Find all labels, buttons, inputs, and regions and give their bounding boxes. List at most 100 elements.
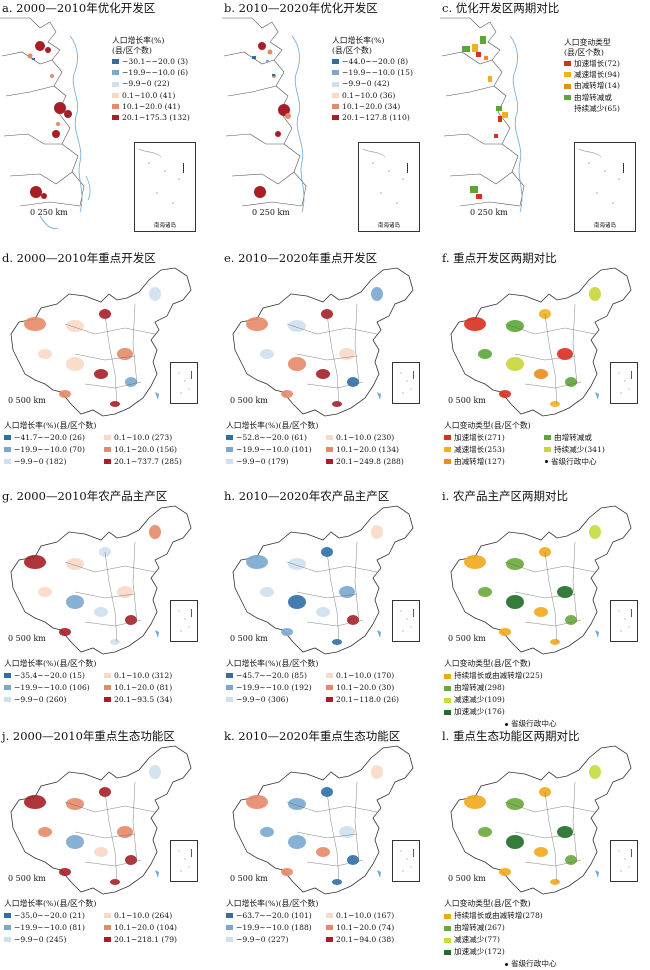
legend-swatch [444,925,451,931]
panel-title: l. 重点生态功能区两期对比 [442,729,580,743]
scale-bar: 0 500 km [448,634,486,643]
legend-swatch [444,673,451,679]
region [506,798,524,810]
legend-item: −9.9~0 (306) [236,695,289,704]
scale-label: 500 km [15,874,46,883]
inset-map [610,362,638,404]
region [66,798,84,810]
legend-swatch [104,925,111,930]
region [506,320,524,332]
legend-swatch [104,435,111,440]
legend-item: 由减转增(127) [454,457,505,466]
legend-item: 减速减少(109) [454,695,505,704]
map-f [450,267,632,417]
legend-title: 人口变动类型 (县/区个数) [564,38,611,57]
region [149,525,161,539]
region [24,795,46,809]
legend-item: 20.1~175.3 (132) [122,113,190,123]
region [110,639,120,645]
scale-label: 250 km [259,208,290,217]
legend-swatch [444,435,451,440]
region [288,595,306,609]
legend-swatch [226,447,233,452]
legend-item: 减速减少(77) [454,935,500,944]
legend-item: 由增转减(267) [454,923,505,932]
map-d [10,267,192,417]
panel-title: a. 2000—2010年优化开发区 [2,1,156,15]
legend-swatch [112,81,119,87]
legend-swatch [326,673,333,678]
legend: 人口变动类型(县/区个数) 持续增长或由减转增(225) 由增转减(298) 减速减少… [444,658,557,730]
legend-item: −19.9~−10.0 (101) [236,445,312,454]
legend-title: 人口增长率(%) (县/区个数) [332,36,385,55]
map-j [10,745,192,895]
legend-swatch [444,447,451,452]
region [110,401,120,407]
region [589,765,601,779]
legend-swatch [444,949,451,955]
legend: 人口增长率(%)(县/区个数) −35.0~−20.0 (21) 0.1~10.0 … [4,898,214,945]
region [59,628,71,636]
region [347,377,359,387]
scale-bar: 0 500 km [8,634,46,643]
legend-item: 加速减少(172) [454,947,505,956]
legend-swatch [332,81,339,87]
legend-title: 人口增长率(%)(县/区个数) [226,659,319,668]
inset-label: 南海诸岛 [593,223,616,229]
capital-dot-icon [545,460,548,463]
scale-label: 500 km [455,874,486,883]
scale-bar: 0 500 km [230,396,268,405]
legend-item: 0.1~10.0 (36) [342,90,396,100]
map-e-regions [246,287,383,407]
inset-map [170,840,198,882]
legend-item: −63.7~−20.0 (101) [236,911,312,920]
legend-item: 0.1~10.0 (264) [114,911,173,920]
legend-swatch [226,685,233,690]
scale-label: 250 km [37,208,68,217]
panel-h: h. 2010—2020年农产品主产区 0 500 km 人口增长率(%)(县/区个… [222,488,432,726]
legend-item: 20.1~249.8 (288) [336,457,404,466]
region [288,357,306,371]
legend-swatch [444,459,451,464]
panel-e: e. 2010—2020年重点开发区 0 500 km 人口增长率(%)(县/区个数… [222,250,432,488]
legend-item: 10.1~20.0 (81) [114,683,173,692]
inset-map [170,362,198,404]
panel-a: a. 2000—2010年优化开发区 人口增长率(%) (县/区个数) −30.… [0,0,210,238]
legend-swatch [226,459,233,464]
scale-label: 500 km [237,874,268,883]
inset-label: 南海诸岛 [377,223,400,229]
legend: 人口变动类型 (县/区个数) 加速增长(72) 减速增长(94) 由减转增(14… [564,38,620,114]
scale-label: 250 km [477,208,508,217]
inset-label: 南海诸岛 [153,223,176,229]
legend-item: 持续增长或由减转增(225) [454,671,543,680]
panel-d: d. 2000—2010年重点开发区 0 500 km 人口增长率(%)(县/区个数… [0,250,210,488]
legend: 人口增长率(%)(县/区个数) −63.7~−20.0 (101) 0.1~10.0… [226,898,436,945]
scale-bar: 0 500 km [8,874,46,883]
region [94,369,108,379]
legend-item: −45.7~−20.0 (85) [236,671,307,680]
capital-dot-icon [505,722,508,726]
region [38,827,52,837]
panel-title: e. 2010—2020年重点开发区 [224,251,378,265]
map-c [440,17,525,213]
legend-swatch [104,673,111,678]
region [66,595,84,609]
legend-title: 人口增长率(%) (县/区个数) [112,36,165,55]
legend: 人口增长率(%) (县/区个数) −30.1~−20.0 (3) −19.9~−… [112,36,190,123]
legend-item: 0.1~10.0 (167) [336,911,395,920]
panel-l: l. 重点生态功能区两期对比 0 500 km 人口变动类型(县/区个数) 持续增长或… [440,728,650,968]
legend-swatch [444,685,451,691]
region [260,349,274,359]
legend-item: −19.9~−10.0 (15) [342,68,413,78]
region [288,835,306,849]
map-k [232,745,414,895]
legend-item: −19.9~−10.0 (192) [236,683,312,692]
inset-map [610,840,638,882]
scale-bar: 0 250 km [30,208,68,217]
legend-item: 由减转增(14) [574,81,620,91]
legend-swatch [444,937,451,943]
region [347,855,359,865]
scale-bar: 0 250 km [252,208,290,217]
region [478,349,492,359]
legend: 人口增长率(%) (县/区个数) −44.0~−20.0 (8) −19.9~−… [332,36,413,123]
